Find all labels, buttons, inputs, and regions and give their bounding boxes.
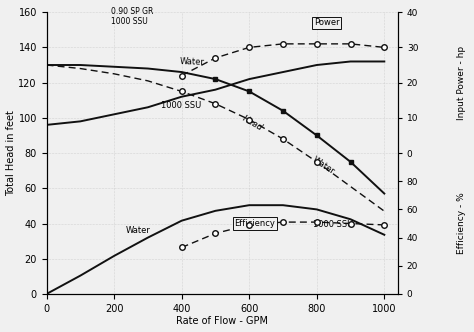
- Text: 1000 SSU: 1000 SSU: [161, 101, 201, 110]
- Text: Efficiency: Efficiency: [235, 219, 275, 228]
- Text: Water: Water: [125, 226, 150, 235]
- Text: Efficiency - %: Efficiency - %: [456, 193, 465, 254]
- Y-axis label: Total Head in feet: Total Head in feet: [6, 110, 16, 196]
- X-axis label: Rate of Flow - GPM: Rate of Flow - GPM: [176, 316, 268, 326]
- Text: Power: Power: [314, 18, 340, 27]
- Text: Input Power - hp: Input Power - hp: [456, 45, 465, 120]
- Text: 1000 SSU: 1000 SSU: [313, 220, 354, 229]
- Text: 0.90 SP GR
1000 SSU: 0.90 SP GR 1000 SSU: [111, 7, 153, 26]
- Text: Water: Water: [310, 155, 337, 176]
- Text: Head: Head: [241, 114, 264, 132]
- Text: Water: Water: [179, 56, 204, 66]
